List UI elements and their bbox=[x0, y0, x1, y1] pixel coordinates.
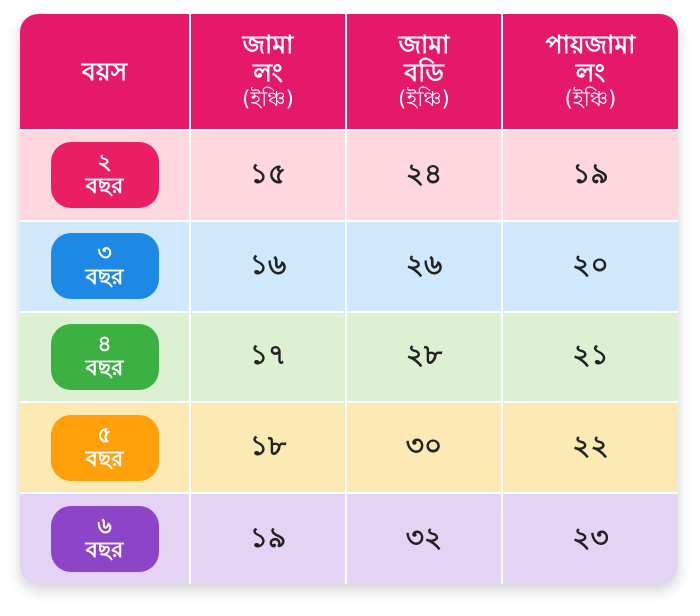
age-unit: বছর bbox=[85, 538, 124, 564]
header-jama-long-unit: (ইঞ্চি) bbox=[242, 87, 294, 112]
size-chart-card: বয়স জামা লং (ইঞ্চি) জামা বডি (ইঞ্চি) পা… bbox=[20, 14, 678, 584]
age-badge: ৪ বছর bbox=[50, 323, 159, 390]
age-number: ৪ bbox=[97, 331, 112, 357]
header-pajama-long-line2: লং bbox=[575, 57, 606, 87]
age-cell: ৫ বছর bbox=[20, 401, 190, 494]
age-cell: ৩ বছর bbox=[20, 219, 190, 312]
jama-long-cell: ১৫ bbox=[189, 129, 346, 221]
age-unit: বছর bbox=[85, 355, 124, 381]
table-row: ৬ বছর ১৯ ৩২ ২৩ bbox=[20, 492, 678, 584]
header-jama-long-line1: জামা bbox=[242, 30, 294, 60]
header-jama-body-line1: জামা bbox=[398, 30, 450, 60]
pajama-long-cell: ২১ bbox=[501, 310, 678, 403]
age-unit: বছর bbox=[85, 446, 124, 472]
age-badge: ৩ বছর bbox=[50, 233, 159, 300]
pajama-long-cell: ১৯ bbox=[501, 129, 678, 221]
jama-long-cell: ১৬ bbox=[189, 219, 346, 312]
header-jama-body: জামা বডি (ইঞ্চি) bbox=[345, 14, 502, 130]
age-cell: ৬ বছর bbox=[20, 492, 190, 584]
pajama-long-cell: ২২ bbox=[501, 401, 678, 494]
jama-body-cell: ২৮ bbox=[345, 310, 502, 403]
table-row: ৩ বছর ১৬ ২৬ ২০ bbox=[20, 219, 678, 312]
header-pajama-long: পায়জামা লং (ইঞ্চি) bbox=[501, 14, 678, 130]
table-row: ৪ বছর ১৭ ২৮ ২১ bbox=[20, 310, 678, 403]
age-unit: বছর bbox=[85, 265, 124, 291]
age-badge: ৬ বছর bbox=[50, 506, 159, 573]
age-badge: ৫ বছর bbox=[50, 414, 159, 481]
jama-long-cell: ১৯ bbox=[189, 492, 346, 584]
size-chart-table: বয়স জামা লং (ইঞ্চি) জামা বডি (ইঞ্চি) পা… bbox=[20, 14, 678, 584]
age-number: ২ bbox=[97, 150, 112, 176]
jama-body-cell: ২৪ bbox=[345, 129, 502, 221]
age-number: ৬ bbox=[97, 513, 112, 539]
age-cell: ২ বছর bbox=[20, 129, 190, 221]
table-row: ৫ বছর ১৮ ৩০ ২২ bbox=[20, 401, 678, 494]
pajama-long-cell: ২৩ bbox=[501, 492, 678, 584]
age-cell: ৪ বছর bbox=[20, 310, 190, 403]
header-jama-body-unit: (ইঞ্চি) bbox=[398, 87, 450, 112]
pajama-long-cell: ২০ bbox=[501, 219, 678, 312]
jama-long-cell: ১৮ bbox=[189, 401, 346, 494]
header-age-label: বয়স bbox=[81, 56, 128, 86]
header-age: বয়স bbox=[20, 14, 190, 130]
header-pajama-long-unit: (ইঞ্চি) bbox=[564, 87, 617, 112]
header-jama-body-line2: বডি bbox=[404, 57, 444, 87]
jama-body-cell: ৩২ bbox=[345, 492, 502, 584]
table-row: ২ বছর ১৫ ২৪ ১৯ bbox=[20, 129, 678, 221]
jama-body-cell: ২৬ bbox=[345, 219, 502, 312]
jama-long-cell: ১৭ bbox=[189, 310, 346, 403]
header-row: বয়স জামা লং (ইঞ্চি) জামা বডি (ইঞ্চি) পা… bbox=[20, 14, 678, 130]
age-number: ৫ bbox=[97, 422, 112, 448]
header-pajama-long-line1: পায়জামা bbox=[545, 30, 636, 60]
header-jama-long: জামা লং (ইঞ্চি) bbox=[189, 14, 346, 130]
header-jama-long-line2: লং bbox=[253, 57, 283, 87]
jama-body-cell: ৩০ bbox=[345, 401, 502, 494]
age-badge: ২ বছর bbox=[50, 142, 159, 209]
age-number: ৩ bbox=[97, 241, 112, 266]
age-unit: বছর bbox=[85, 174, 124, 200]
